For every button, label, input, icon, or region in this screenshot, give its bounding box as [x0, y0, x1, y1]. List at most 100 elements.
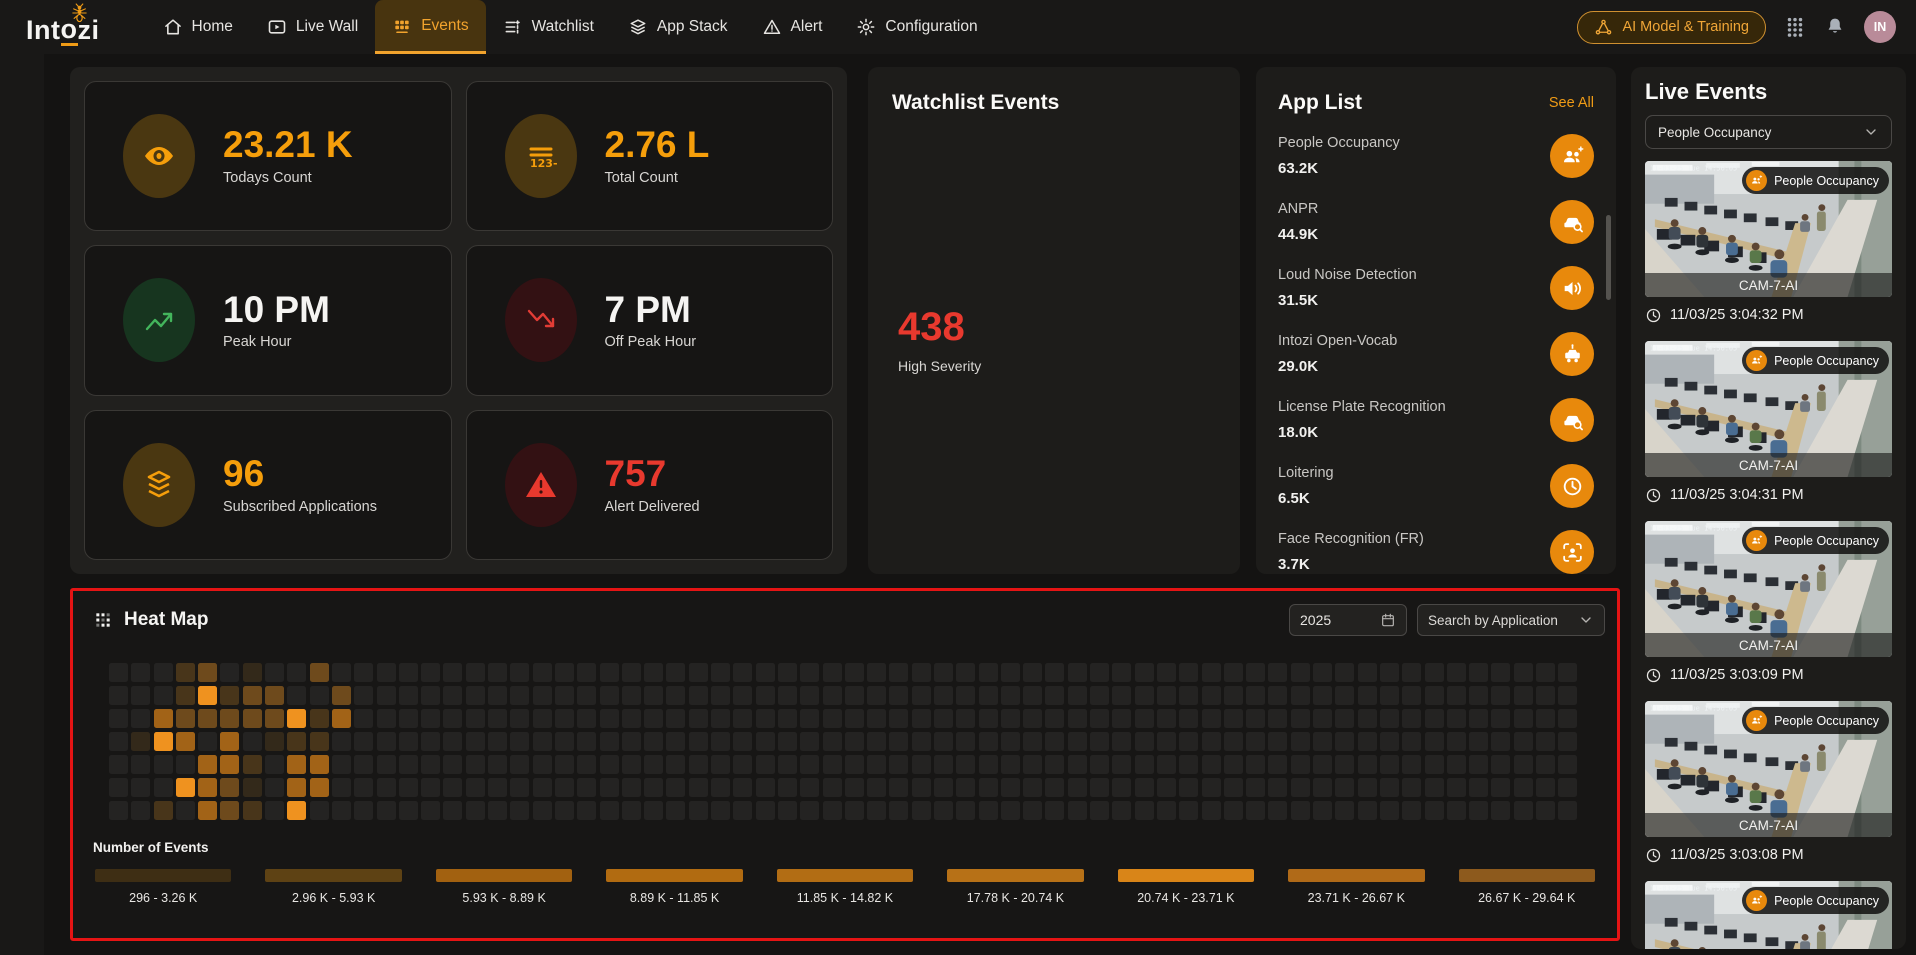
nav-item-watchlist[interactable]: Watchlist: [486, 0, 611, 54]
heatmap-cell: [1402, 778, 1422, 797]
app-list-scrollbar[interactable]: [1606, 215, 1611, 300]
heatmap-cell: [554, 778, 574, 797]
heatmap-cell: [978, 801, 998, 820]
ant-icon: [71, 3, 88, 23]
camera-frame[interactable]: People Occupancy: [1645, 881, 1892, 949]
heatmap-cell: [443, 755, 463, 774]
app-event-count: 18.0K: [1278, 424, 1319, 441]
heatmap-cell: [1446, 686, 1466, 705]
nav-item-home[interactable]: Home: [146, 0, 250, 54]
app-name: Loitering: [1278, 465, 1334, 481]
heatmap-cell: [109, 801, 128, 820]
heatmap-cell: [443, 686, 463, 705]
sidebar-item-chart-axis-icon[interactable]: [8, 172, 36, 200]
app-icon-button[interactable]: [1550, 464, 1594, 508]
heatmap-cell: [109, 778, 128, 797]
sidebar-item-video-ai-icon[interactable]: [8, 270, 36, 298]
live-events-filter-select[interactable]: People Occupancy: [1645, 115, 1892, 149]
heatmap-cell: [1223, 663, 1243, 682]
live-event-card: People Occupancy: [1645, 881, 1892, 949]
heatmap-cell: [1112, 778, 1132, 797]
heatmap-cell: [131, 686, 151, 705]
clock-icon: [1645, 847, 1662, 864]
heatmap-cell: [1491, 755, 1511, 774]
heatmap-cell: [265, 801, 285, 820]
heatmap-cell: [644, 801, 664, 820]
app-icon-button[interactable]: [1550, 530, 1594, 574]
app-icon-button[interactable]: [1550, 266, 1594, 310]
apps-grid-icon[interactable]: [1784, 16, 1806, 38]
heatmap-cell: [443, 801, 463, 820]
heatmap-cell: [1446, 801, 1466, 820]
stat-icon-circle: [123, 278, 195, 363]
heatmap-cell: [1446, 755, 1466, 774]
heatmap-cell: [1268, 732, 1288, 751]
heatmap-cell: [1246, 663, 1266, 682]
nav-item-live-wall[interactable]: Live Wall: [250, 0, 375, 54]
ai-model-training-button[interactable]: AI Model & Training: [1577, 10, 1766, 44]
heatmap-cell: [1469, 755, 1489, 774]
legend-band-color: [947, 869, 1084, 882]
bell-icon[interactable]: [1824, 16, 1846, 38]
heatmap-cell: [287, 778, 307, 797]
app-name: Loud Noise Detection: [1278, 267, 1417, 283]
camera-frame[interactable]: People Occupancy CAM-7-AI: [1645, 341, 1892, 477]
eye-icon: [141, 138, 177, 174]
people-icon: [1560, 144, 1585, 169]
heatmap-cell: [309, 755, 329, 774]
sidebar-item-map-route-icon[interactable]: [8, 221, 36, 249]
watchlist-icon: [503, 17, 523, 37]
heatmap-cell: [1469, 663, 1489, 682]
event-time-text: 11/03/25 3:04:31 PM: [1670, 487, 1804, 503]
heatmap-cell: [844, 732, 864, 751]
heatmap-cell: [755, 755, 775, 774]
heatmap-cell: [488, 732, 508, 751]
app-icon-button[interactable]: [1550, 200, 1594, 244]
camera-frame[interactable]: People Occupancy CAM-7-AI: [1645, 701, 1892, 837]
heatmap-cell: [1424, 732, 1444, 751]
app-icon-button[interactable]: [1550, 332, 1594, 376]
app-icon-button[interactable]: [1550, 398, 1594, 442]
heatmap-cell: [755, 663, 775, 682]
alert-icon: [762, 17, 782, 37]
heatmap-cell: [933, 686, 953, 705]
application-filter-select[interactable]: Search by Application: [1417, 604, 1605, 636]
event-type-label: People Occupancy: [1774, 173, 1879, 188]
app-icon-button[interactable]: [1550, 134, 1594, 178]
live-event-card: People Occupancy CAM-7-AI 11/03/25 3:03:…: [1645, 701, 1892, 865]
user-avatar[interactable]: IN: [1864, 11, 1896, 43]
heatmap-cell: [644, 755, 664, 774]
nav-item-events[interactable]: Events: [375, 0, 486, 54]
heatmap-cell: [755, 709, 775, 728]
intozi-logo[interactable]: Int o zi: [26, 3, 100, 46]
heatmap-cell: [822, 801, 842, 820]
heatmap-cell: [242, 801, 262, 820]
year-picker[interactable]: 2025: [1289, 604, 1407, 636]
sidebar-item-dashboard-bars-icon[interactable]: [8, 74, 36, 102]
stat-icon-circle: 123-: [504, 114, 577, 199]
app-name: People Occupancy: [1278, 135, 1400, 151]
heatmap-cell: [1134, 732, 1154, 751]
heatmap-cell: [644, 663, 664, 682]
heatmap-cell: [711, 732, 731, 751]
heatmap-cell: [354, 801, 374, 820]
nav-item-app-stack[interactable]: App Stack: [611, 0, 745, 54]
app-list-item-anpr: ANPR 44.9K: [1278, 197, 1594, 247]
heatmap-cell: [1335, 778, 1355, 797]
legend-band-range: 20.74 K - 23.71 K: [1137, 891, 1235, 905]
camera-frame[interactable]: People Occupancy CAM-7-AI: [1645, 161, 1892, 297]
app-list-title: App List: [1278, 91, 1362, 114]
nav-item-alert[interactable]: Alert: [745, 0, 840, 54]
heatmap-cell: [376, 709, 396, 728]
nav-item-configuration[interactable]: Configuration: [839, 0, 994, 54]
camera-frame[interactable]: People Occupancy CAM-7-AI: [1645, 521, 1892, 657]
heatmap-cell: [599, 686, 619, 705]
heatmap-cell: [1067, 709, 1087, 728]
heatmap-cell: [1290, 778, 1310, 797]
event-time-text: 11/03/25 3:04:32 PM: [1670, 307, 1804, 323]
heatmap-cell: [198, 801, 218, 820]
heatmap-cell: [777, 709, 797, 728]
see-all-link[interactable]: See All: [1548, 95, 1594, 111]
sidebar-item-monitor-play-icon[interactable]: [8, 123, 36, 151]
heatmap-cell: [822, 686, 842, 705]
